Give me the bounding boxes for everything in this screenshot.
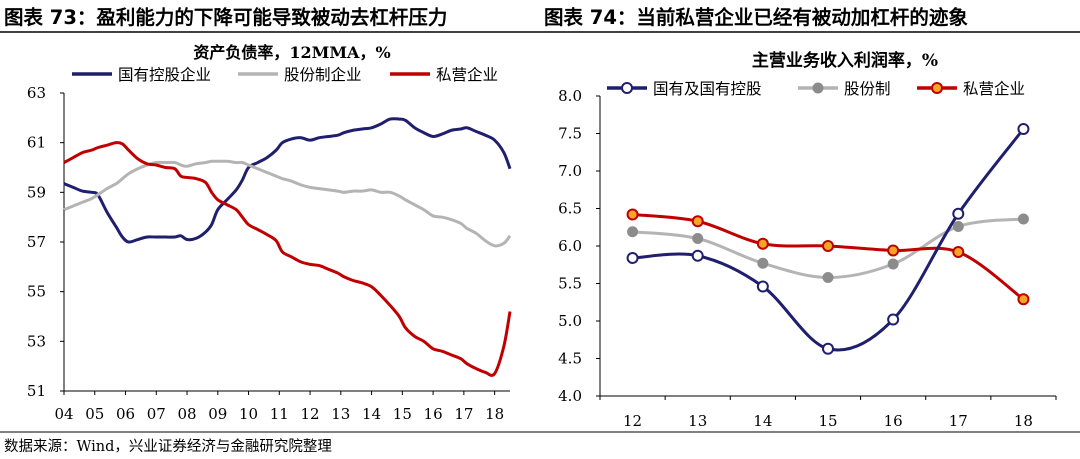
right-series-3-point xyxy=(952,246,965,258)
right-series-1-point xyxy=(691,249,704,262)
left-x-tick-label: 05 xyxy=(85,405,104,423)
right-chart-series xyxy=(626,123,1030,355)
right-series-2-point xyxy=(627,226,639,238)
right-chart-legend: 国有及国有控股 股份制 私营企业 xyxy=(607,80,1025,98)
right-legend-label: 股份制 xyxy=(844,80,891,98)
right-x-tick-label: 12 xyxy=(623,412,642,430)
left-chart-axes: 51 53 55 57 59 61 63 04 05 06 07 08 09 10 11 12 13 14 15 16… xyxy=(27,84,510,423)
right-y-tick-label: 7.0 xyxy=(558,162,582,180)
right-x-tick-label: 18 xyxy=(1014,412,1033,430)
right-series-2-point xyxy=(757,257,769,269)
right-series-1-point xyxy=(1017,123,1030,135)
right-y-tick-label: 4.5 xyxy=(558,350,582,368)
left-y-tick-label: 59 xyxy=(27,183,46,201)
right-series-3-point xyxy=(822,240,834,252)
left-legend-label: 私营企业 xyxy=(436,66,498,84)
left-y-tick-label: 61 xyxy=(27,134,46,152)
right-legend-marker xyxy=(621,82,633,94)
left-chart-series xyxy=(63,117,512,377)
right-series-1-point xyxy=(756,280,769,293)
right-series-2-point xyxy=(1017,213,1029,225)
right-x-tick-label: 16 xyxy=(884,412,903,430)
left-figure-title: 图表 73：盈利能力的下降可能导致被动去杠杆压力 xyxy=(4,6,447,29)
left-chart: 资产负债率，12MMA，% 国有控股企业 股份制企业 私营企业 51 53 55 57 59… xyxy=(27,43,512,423)
right-x-tick-label: 17 xyxy=(949,412,968,430)
left-y-tick-label: 57 xyxy=(27,233,46,251)
right-y-tick-label: 6.0 xyxy=(558,237,582,255)
right-series-2-point xyxy=(692,233,704,244)
right-legend-label: 国有及国有控股 xyxy=(653,80,762,98)
right-series-1-point xyxy=(952,207,965,220)
right-chart-title: 主营业务收入利润率，% xyxy=(752,50,938,71)
right-legend-label: 私营企业 xyxy=(963,80,1025,98)
left-x-tick-label: 08 xyxy=(177,405,196,423)
right-x-tick-label: 13 xyxy=(688,412,707,430)
left-series-line-3 xyxy=(63,141,512,377)
left-x-tick-label: 12 xyxy=(301,405,320,423)
left-x-tick-label: 18 xyxy=(485,405,504,423)
left-x-tick-label: 06 xyxy=(116,405,135,423)
right-chart-axes: 4.0 4.5 5.0 5.5 6.0 6.5 7.0 7.5 8.0 12 13 14 15 16 17 1… xyxy=(558,87,1057,430)
right-y-tick-label: 6.5 xyxy=(558,200,582,218)
left-x-tick-label: 17 xyxy=(454,405,473,423)
right-x-tick-label: 15 xyxy=(818,412,837,430)
left-y-tick-label: 63 xyxy=(27,84,46,102)
left-y-tick-label: 53 xyxy=(27,332,46,350)
left-x-tick-label: 10 xyxy=(239,405,258,423)
source-note: 数据来源：Wind，兴业证券经济与金融研究院整理 xyxy=(4,438,332,455)
left-legend-label: 股份制企业 xyxy=(284,66,362,84)
right-series-1-point xyxy=(626,252,639,264)
right-x-tick-label: 14 xyxy=(753,412,772,430)
right-series-2-point xyxy=(822,272,834,283)
right-figure-title: 图表 74：当前私营企业已经有被动加杠杆的迹象 xyxy=(544,6,968,29)
left-y-tick-label: 51 xyxy=(27,382,46,400)
right-y-tick-label: 5.0 xyxy=(558,312,582,330)
left-x-tick-label: 04 xyxy=(54,405,73,423)
right-chart: 主营业务收入利润率，% 国有及国有控股 股份制 私营企业 4.0 4.5 5.0 5.5 6… xyxy=(558,50,1057,430)
right-series-3-point xyxy=(626,208,639,221)
left-x-tick-label: 07 xyxy=(147,405,166,423)
right-series-3-point xyxy=(756,237,769,250)
right-y-tick-label: 4.0 xyxy=(558,387,582,405)
left-x-tick-label: 13 xyxy=(331,405,350,423)
right-legend-marker xyxy=(812,82,824,94)
right-series-3-point xyxy=(1017,293,1030,306)
right-y-tick-label: 8.0 xyxy=(558,87,582,105)
left-y-tick-label: 55 xyxy=(27,283,46,301)
right-y-tick-label: 5.5 xyxy=(558,275,582,293)
right-series-1-point xyxy=(822,342,834,355)
right-series-3-point xyxy=(887,244,900,257)
right-series-2-point xyxy=(887,258,899,270)
left-x-tick-label: 16 xyxy=(424,405,443,423)
right-legend-marker xyxy=(931,82,943,94)
right-y-tick-label: 7.5 xyxy=(558,125,582,143)
right-series-2-point xyxy=(952,221,964,232)
left-chart-legend: 国有控股企业 股份制企业 私营企业 xyxy=(72,66,498,84)
left-x-tick-label: 09 xyxy=(208,405,227,423)
left-series-line-1 xyxy=(63,117,512,244)
left-legend-label: 国有控股企业 xyxy=(118,66,211,84)
right-series-1-point xyxy=(887,313,900,326)
left-x-tick-label: 15 xyxy=(393,405,412,423)
right-series-3-point xyxy=(691,215,704,228)
left-chart-title: 资产负债率，12MMA，% xyxy=(193,43,390,62)
left-series-line-2 xyxy=(63,159,512,248)
left-x-tick-label: 11 xyxy=(270,405,289,423)
left-x-tick-label: 14 xyxy=(362,405,381,423)
